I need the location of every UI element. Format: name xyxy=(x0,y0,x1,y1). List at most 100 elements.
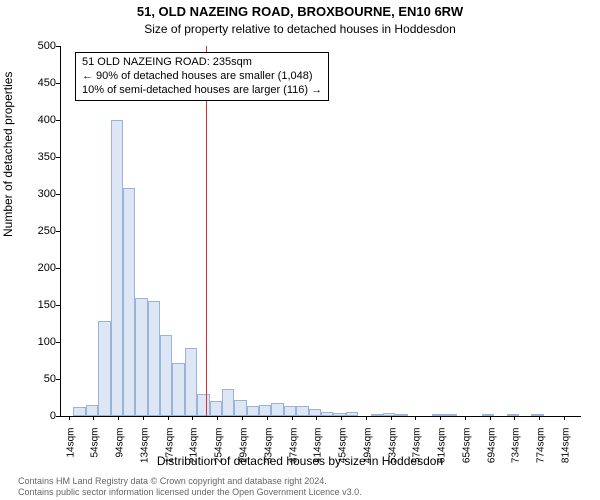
x-tick-label: 454sqm xyxy=(338,428,349,478)
info-box-line: 10% of semi-detached houses are larger (… xyxy=(82,84,322,98)
histogram-bar xyxy=(123,188,135,416)
histogram-bar xyxy=(185,348,197,416)
histogram-bar xyxy=(333,413,345,416)
y-tick-mark xyxy=(56,379,60,380)
y-tick-label: 0 xyxy=(16,410,56,422)
x-tick-label: 414sqm xyxy=(313,428,324,478)
x-tick-mark xyxy=(267,416,268,420)
y-tick-label: 450 xyxy=(16,77,56,89)
x-tick-label: 254sqm xyxy=(214,428,225,478)
info-box-line: ← 90% of detached houses are smaller (1,… xyxy=(82,70,322,84)
histogram-bar xyxy=(284,406,296,416)
x-tick-mark xyxy=(168,416,169,420)
histogram-bar xyxy=(445,414,457,416)
x-tick-mark xyxy=(118,416,119,420)
histogram-bar xyxy=(234,400,246,416)
x-tick-label: 54sqm xyxy=(90,428,101,478)
y-tick-mark xyxy=(56,120,60,121)
x-tick-mark xyxy=(292,416,293,420)
x-tick-mark xyxy=(316,416,317,420)
y-tick-mark xyxy=(56,268,60,269)
info-box-line: 51 OLD NAZEING ROAD: 235sqm xyxy=(82,56,322,70)
x-tick-label: 814sqm xyxy=(560,428,571,478)
x-tick-mark xyxy=(539,416,540,420)
histogram-bar xyxy=(86,405,98,416)
histogram-bar xyxy=(432,414,444,416)
x-tick-label: 14sqm xyxy=(65,428,76,478)
y-axis-label: Number of detached properties xyxy=(1,72,15,237)
histogram-bar xyxy=(309,409,321,416)
histogram-bar xyxy=(531,414,543,416)
x-tick-mark xyxy=(217,416,218,420)
x-tick-mark xyxy=(440,416,441,420)
y-tick-mark xyxy=(56,231,60,232)
y-tick-label: 100 xyxy=(16,336,56,348)
x-tick-label: 94sqm xyxy=(115,428,126,478)
y-tick-label: 250 xyxy=(16,225,56,237)
footer-copyright-1: Contains HM Land Registry data © Crown c… xyxy=(18,476,327,486)
histogram-bar xyxy=(321,412,333,416)
x-tick-label: 774sqm xyxy=(536,428,547,478)
x-tick-mark xyxy=(465,416,466,420)
histogram-bar xyxy=(482,414,494,416)
x-tick-label: 534sqm xyxy=(387,428,398,478)
histogram-bar xyxy=(197,394,209,416)
histogram-bar xyxy=(395,414,407,416)
x-tick-mark xyxy=(192,416,193,420)
chart-root: 51, OLD NAZEING ROAD, BROXBOURNE, EN10 6… xyxy=(0,0,600,500)
histogram-bar xyxy=(259,405,271,416)
histogram-bar xyxy=(172,363,184,416)
x-tick-label: 494sqm xyxy=(362,428,373,478)
x-tick-mark xyxy=(93,416,94,420)
histogram-bar xyxy=(111,120,123,416)
y-tick-mark xyxy=(56,83,60,84)
histogram-bar xyxy=(383,413,395,416)
histogram-bar xyxy=(98,321,110,416)
histogram-bar xyxy=(371,414,383,416)
x-tick-label: 294sqm xyxy=(239,428,250,478)
y-tick-mark xyxy=(56,342,60,343)
x-tick-mark xyxy=(391,416,392,420)
x-tick-mark xyxy=(69,416,70,420)
x-tick-label: 374sqm xyxy=(288,428,299,478)
plot-area xyxy=(60,46,581,417)
histogram-bar xyxy=(271,403,283,416)
y-tick-label: 50 xyxy=(16,373,56,385)
x-tick-label: 614sqm xyxy=(437,428,448,478)
title-sub: Size of property relative to detached ho… xyxy=(0,22,600,36)
x-tick-label: 654sqm xyxy=(461,428,472,478)
title-main: 51, OLD NAZEING ROAD, BROXBOURNE, EN10 6… xyxy=(0,4,600,19)
footer-copyright-2: Contains public sector information licen… xyxy=(18,487,362,497)
x-tick-label: 214sqm xyxy=(189,428,200,478)
y-tick-label: 400 xyxy=(16,114,56,126)
x-tick-label: 334sqm xyxy=(263,428,274,478)
y-tick-label: 200 xyxy=(16,262,56,274)
y-tick-label: 150 xyxy=(16,299,56,311)
y-tick-mark xyxy=(56,46,60,47)
x-tick-mark xyxy=(341,416,342,420)
x-tick-label: 734sqm xyxy=(511,428,522,478)
histogram-bar xyxy=(148,301,160,416)
histogram-bar xyxy=(73,407,85,416)
y-tick-label: 350 xyxy=(16,151,56,163)
histogram-bar xyxy=(247,406,259,416)
histogram-bar xyxy=(210,401,222,416)
y-tick-mark xyxy=(56,194,60,195)
x-tick-mark xyxy=(242,416,243,420)
y-tick-mark xyxy=(56,416,60,417)
marker-line xyxy=(206,46,207,416)
histogram-bar xyxy=(135,298,147,416)
x-tick-mark xyxy=(415,416,416,420)
x-tick-label: 134sqm xyxy=(139,428,150,478)
histogram-bar xyxy=(222,389,234,416)
x-tick-mark xyxy=(564,416,565,420)
x-tick-mark xyxy=(490,416,491,420)
x-tick-label: 574sqm xyxy=(412,428,423,478)
y-tick-mark xyxy=(56,157,60,158)
y-tick-label: 300 xyxy=(16,188,56,200)
x-tick-label: 694sqm xyxy=(486,428,497,478)
y-tick-mark xyxy=(56,305,60,306)
info-box: 51 OLD NAZEING ROAD: 235sqm← 90% of deta… xyxy=(75,52,329,101)
x-tick-mark xyxy=(143,416,144,420)
histogram-bar xyxy=(346,412,358,416)
